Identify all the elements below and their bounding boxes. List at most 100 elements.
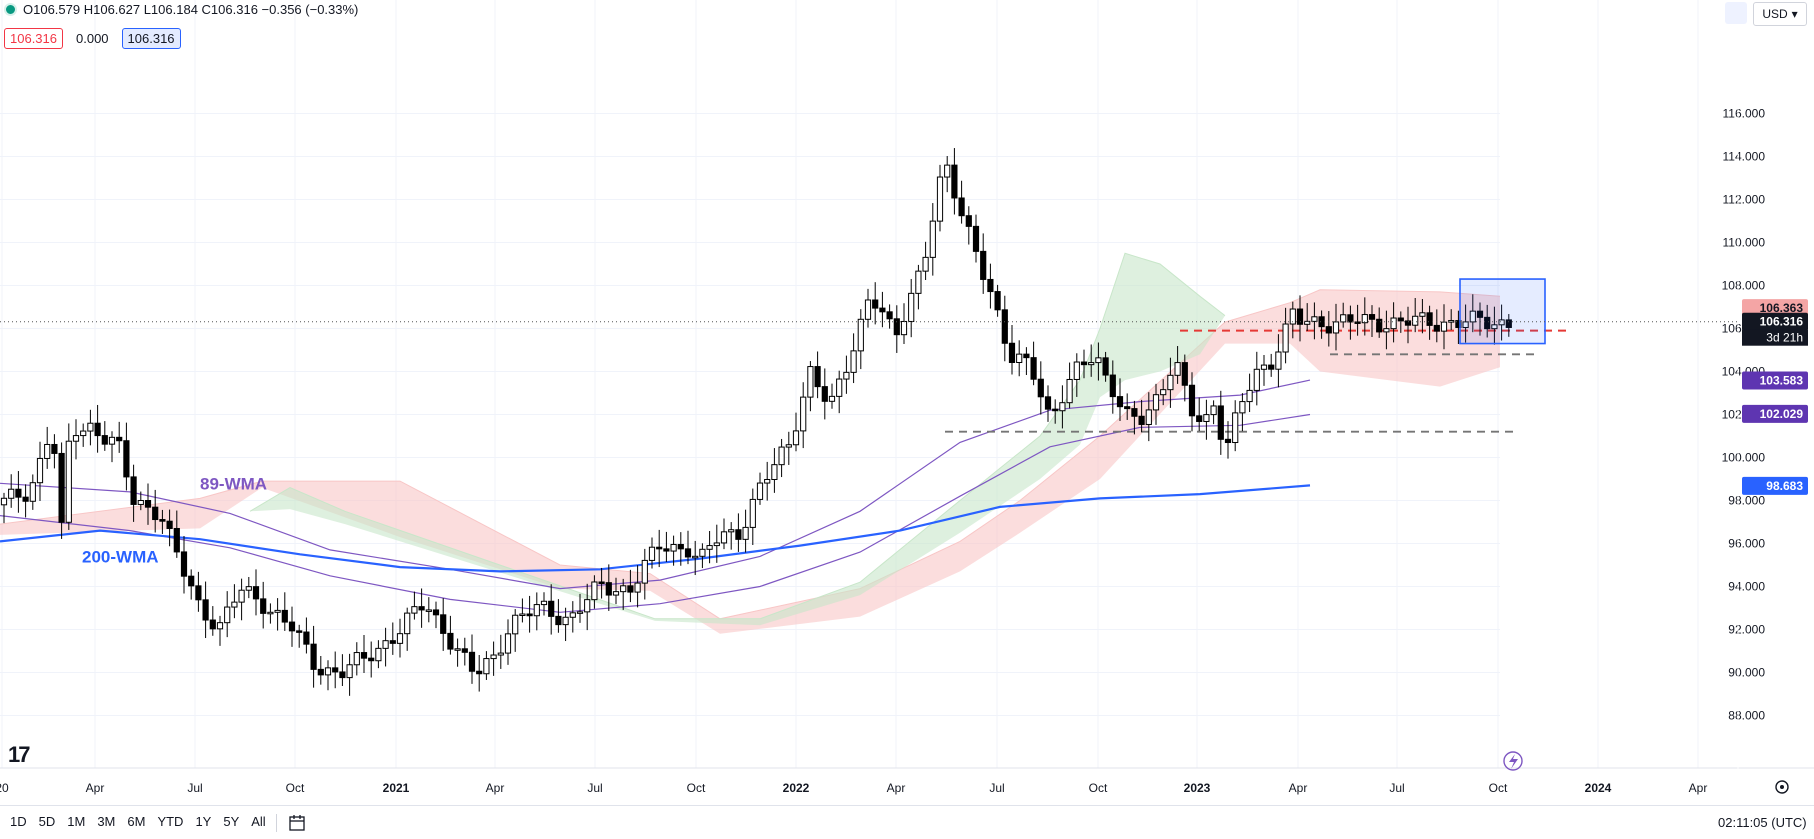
candle-body-up xyxy=(1361,314,1368,324)
calendar-icon[interactable] xyxy=(288,814,306,837)
range-button-1d[interactable]: 1D xyxy=(10,814,27,829)
candle-body-down xyxy=(965,215,972,227)
candle xyxy=(1181,354,1188,402)
candle xyxy=(87,409,94,446)
range-button-ytd[interactable]: YTD xyxy=(157,814,184,829)
candle xyxy=(821,368,828,420)
candle-body-up xyxy=(1160,389,1167,396)
candle-body-up xyxy=(836,378,843,397)
candle-body-up xyxy=(1095,357,1102,364)
candle xyxy=(440,598,447,651)
range-button-1m[interactable]: 1M xyxy=(67,814,86,829)
candle-body-down xyxy=(994,291,1001,311)
candle-body-down xyxy=(22,496,29,502)
y-tick-label: 110.000 xyxy=(1723,236,1766,250)
candle xyxy=(1160,379,1167,406)
y-tick-label: 112.000 xyxy=(1723,193,1766,207)
candle-body-up xyxy=(490,654,497,660)
range-button-1y[interactable]: 1Y xyxy=(195,814,212,829)
pink-price-tag-text: 106.363 xyxy=(1760,301,1804,315)
candle xyxy=(1383,310,1390,350)
candle xyxy=(468,634,476,684)
candle-body-up xyxy=(533,604,540,617)
bid-badge[interactable]: 106.316 xyxy=(4,28,63,49)
candle-body-up xyxy=(483,658,490,675)
compare-toggle-button[interactable] xyxy=(1725,2,1747,24)
candle xyxy=(274,598,281,631)
x-tick-label: 2021 xyxy=(383,781,410,795)
x-tick-label: 2022 xyxy=(783,781,810,795)
candle-body-down xyxy=(15,488,22,498)
candle xyxy=(778,438,785,478)
wma89-slow-line xyxy=(0,413,1311,613)
ask-badge[interactable]: 106.316 xyxy=(121,28,181,49)
candle xyxy=(1419,299,1426,334)
candle xyxy=(1102,351,1109,382)
y-tick-label: 98.000 xyxy=(1728,494,1765,508)
range-button-all[interactable]: All xyxy=(251,814,266,829)
y-tick-label: 96.000 xyxy=(1728,537,1765,551)
candle-body-down xyxy=(972,225,980,252)
candle-body-up xyxy=(584,599,591,613)
candle xyxy=(1066,362,1073,409)
candle-body-down xyxy=(1138,415,1145,425)
candle xyxy=(224,591,231,638)
candle xyxy=(29,474,36,510)
candle xyxy=(1426,305,1433,340)
tradingview-logo-icon[interactable]: 17 xyxy=(8,742,31,767)
range-button-6m[interactable]: 6M xyxy=(127,814,146,829)
candle xyxy=(994,284,1001,317)
candle-body-down xyxy=(152,506,159,521)
candle-body-up xyxy=(915,270,922,294)
candle xyxy=(497,634,504,669)
candle xyxy=(569,601,576,633)
candle xyxy=(872,282,879,325)
candle-body-down xyxy=(684,548,692,558)
candle-body-down xyxy=(332,667,339,673)
candle xyxy=(1325,311,1332,347)
range-button-3m[interactable]: 3M xyxy=(97,814,116,829)
wma200-line xyxy=(0,484,1311,573)
events-lightning-icon[interactable] xyxy=(1503,751,1523,771)
range-button-5y[interactable]: 5Y xyxy=(223,814,240,829)
candle-body-down xyxy=(101,435,108,445)
candle xyxy=(620,578,627,610)
candle-body-down xyxy=(1217,405,1224,440)
candle-body-up xyxy=(1239,401,1246,414)
candle xyxy=(692,540,699,576)
candle-body-down xyxy=(980,250,987,280)
candle-body-up xyxy=(1059,402,1066,412)
utc-clock[interactable]: 02:11:05 (UTC) xyxy=(1718,815,1807,830)
pink-price-tag: 106.363 xyxy=(1742,299,1808,318)
x-tick-label: 20 xyxy=(0,781,9,795)
current-price-tag: 106.316 xyxy=(1742,312,1808,331)
candle-body-up xyxy=(346,664,353,679)
candle-body-up xyxy=(512,614,519,635)
currency-dropdown[interactable]: USD ▾ xyxy=(1753,2,1807,26)
candle xyxy=(216,615,224,646)
candle xyxy=(116,421,123,453)
candle-body-down xyxy=(663,548,670,552)
settings-gear-icon[interactable] xyxy=(1775,780,1789,794)
candle xyxy=(533,592,540,631)
candle-body-down xyxy=(130,476,137,505)
y-tick-label: 88.000 xyxy=(1728,709,1765,723)
candle-body-down xyxy=(418,606,425,611)
wma89-annotation: 89-WMA xyxy=(200,474,267,493)
candle-body-up xyxy=(324,667,332,676)
candle-body-down xyxy=(303,631,310,645)
candle-body-down xyxy=(173,527,180,553)
candle-body-up xyxy=(929,220,936,258)
wma89-slow-price-tag-bg xyxy=(1742,404,1808,423)
candle xyxy=(836,370,843,414)
candle-body-up xyxy=(908,292,915,322)
candle xyxy=(850,333,857,384)
range-button-5d[interactable]: 5D xyxy=(38,814,56,829)
price-chart[interactable]: 88.000 90.000 92.000 94.000 96.000 98.000 100.… xyxy=(0,0,1814,805)
candle xyxy=(1131,400,1138,435)
candle xyxy=(1116,378,1124,421)
candle-body-down xyxy=(1325,326,1332,334)
candle xyxy=(1296,295,1304,342)
wma200-price-tag-text: 98.683 xyxy=(1766,479,1803,493)
y-tick-label: 114.000 xyxy=(1723,150,1766,164)
